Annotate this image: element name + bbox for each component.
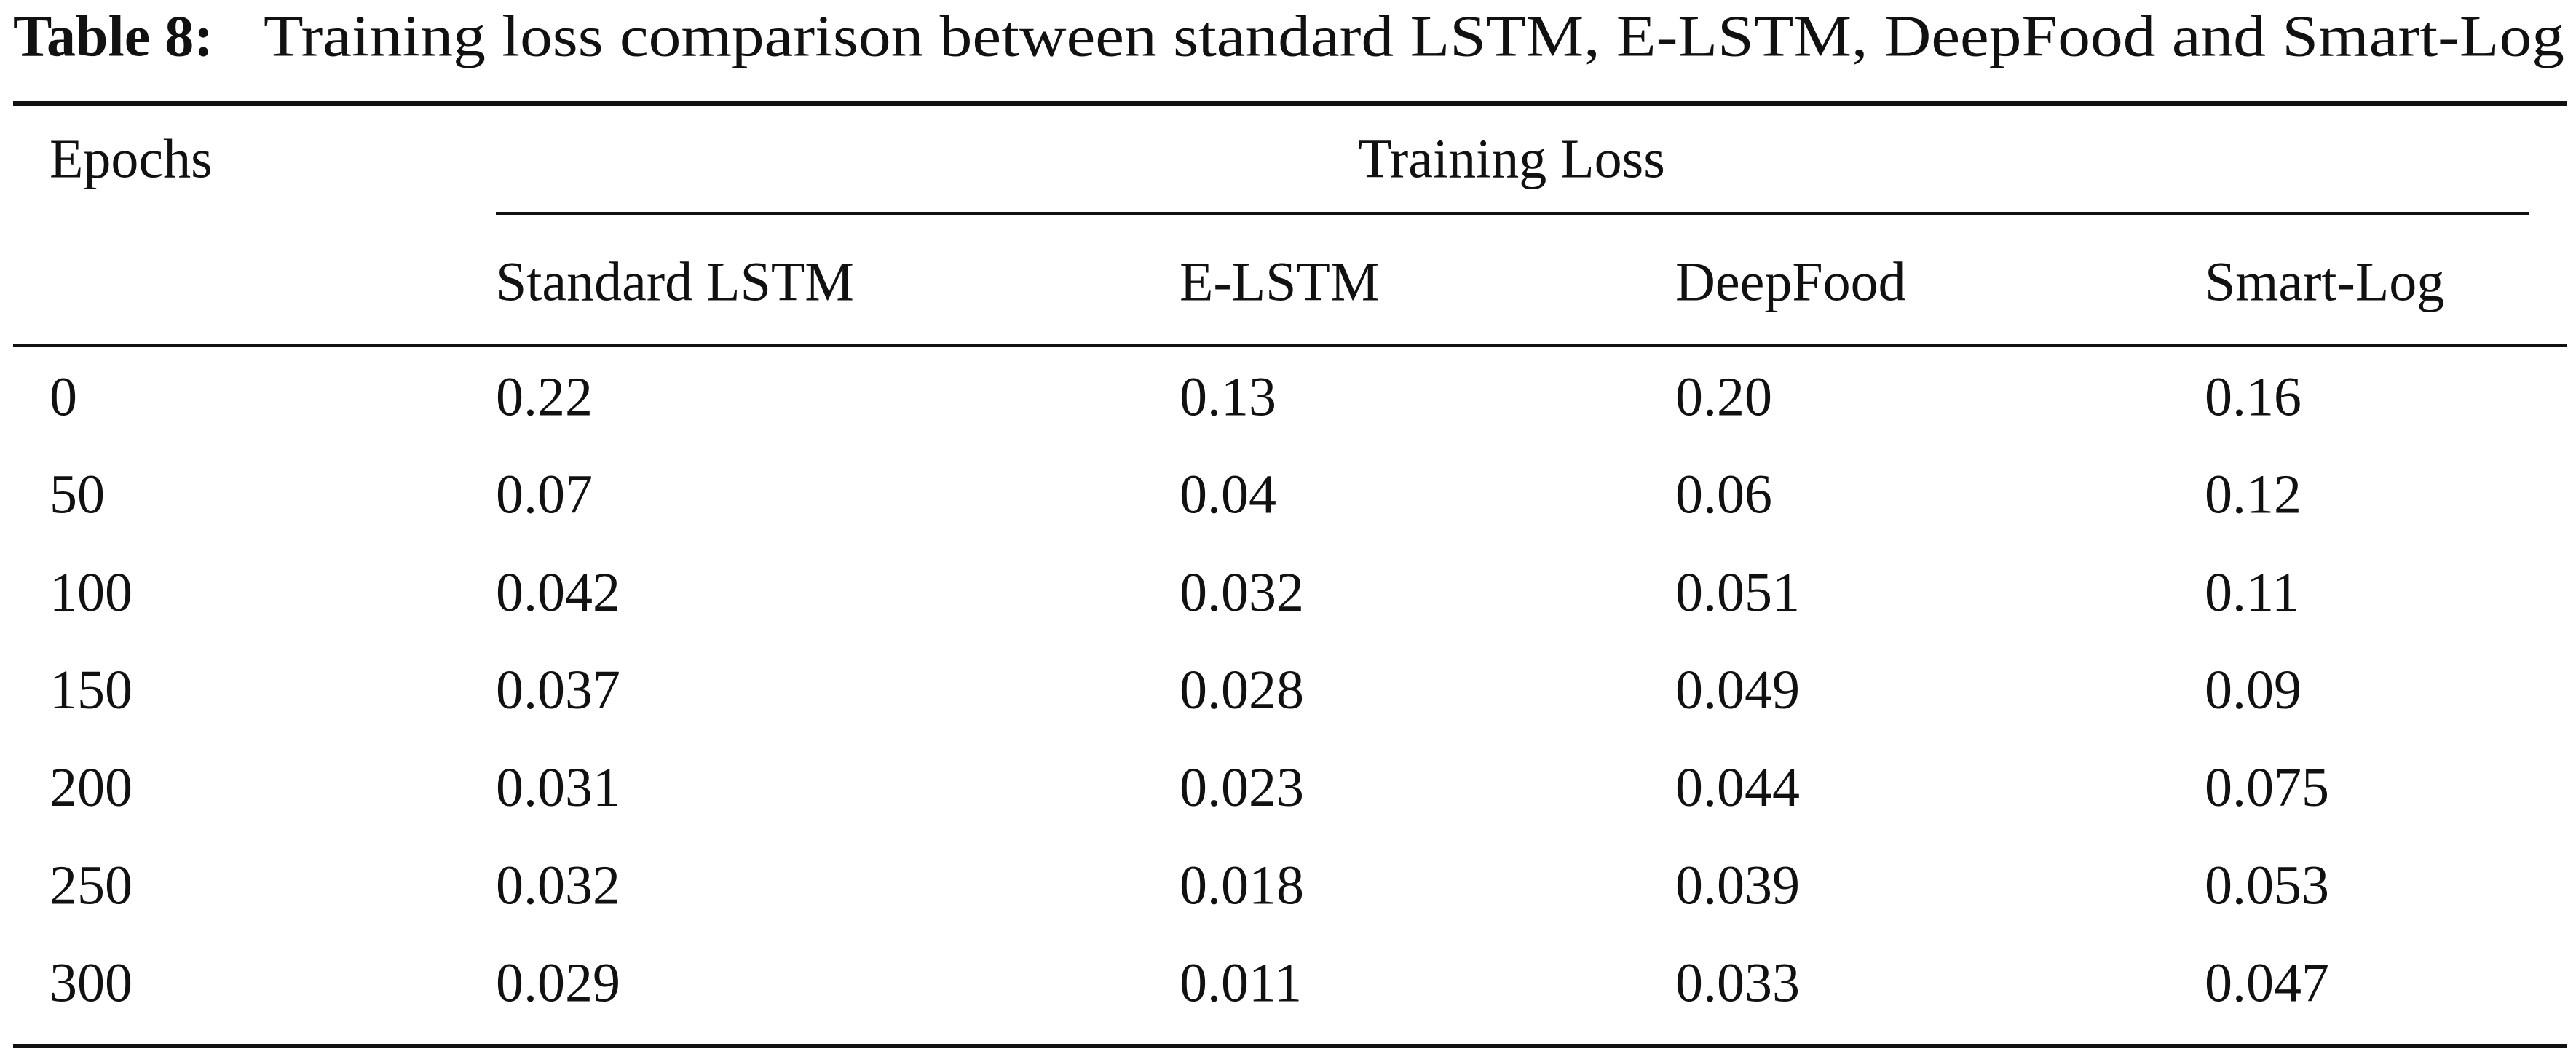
- group-header: Training Loss: [1358, 128, 1665, 189]
- loss-cell: 0.16: [2205, 366, 2302, 427]
- loss-cell: 0.20: [1675, 366, 1772, 427]
- loss-cell: 0.07: [496, 464, 593, 526]
- loss-cell: 0.032: [496, 855, 620, 916]
- loss-cell: 0.04: [1180, 464, 1276, 526]
- column-header: Standard LSTM: [496, 251, 854, 312]
- epoch-cell: 100: [50, 562, 133, 623]
- loss-cell: 0.049: [1675, 660, 1800, 721]
- caption-text: Training loss comparison between standar…: [264, 4, 2564, 68]
- loss-cell: 0.037: [496, 660, 620, 721]
- loss-cell: 0.032: [1180, 562, 1304, 623]
- loss-cell: 0.051: [1675, 562, 1800, 623]
- loss-cell: 0.018: [1180, 855, 1304, 916]
- epoch-cell: 0: [50, 366, 77, 427]
- loss-cell: 0.075: [2205, 757, 2329, 818]
- loss-cell: 0.028: [1180, 660, 1304, 721]
- loss-cell: 0.033: [1675, 953, 1800, 1014]
- epoch-cell: 50: [50, 464, 105, 526]
- column-header: E-LSTM: [1180, 251, 1379, 312]
- loss-cell: 0.11: [2205, 562, 2299, 623]
- loss-cell: 0.047: [2205, 953, 2329, 1014]
- loss-cell: 0.042: [496, 562, 620, 623]
- loss-cell: 0.029: [496, 953, 620, 1014]
- column-header: DeepFood: [1675, 251, 1906, 312]
- loss-cell: 0.22: [496, 366, 593, 427]
- epochs-header: Epochs: [50, 128, 213, 189]
- epoch-cell: 150: [50, 660, 133, 721]
- epoch-cell: 300: [50, 953, 133, 1014]
- epoch-cell: 250: [50, 855, 133, 916]
- loss-cell: 0.023: [1180, 757, 1304, 818]
- loss-cell: 0.13: [1180, 366, 1276, 427]
- loss-cell: 0.011: [1180, 953, 1302, 1014]
- column-header: Smart-Log: [2205, 251, 2444, 312]
- loss-cell: 0.031: [496, 757, 620, 818]
- loss-cell: 0.09: [2205, 660, 2302, 721]
- loss-cell: 0.12: [2205, 464, 2302, 526]
- epoch-cell: 200: [50, 757, 133, 818]
- caption-label: Table 8:: [13, 4, 213, 68]
- loss-cell: 0.039: [1675, 855, 1800, 916]
- loss-cell: 0.053: [2205, 855, 2329, 916]
- loss-cell: 0.06: [1675, 464, 1772, 526]
- loss-cell: 0.044: [1675, 757, 1800, 818]
